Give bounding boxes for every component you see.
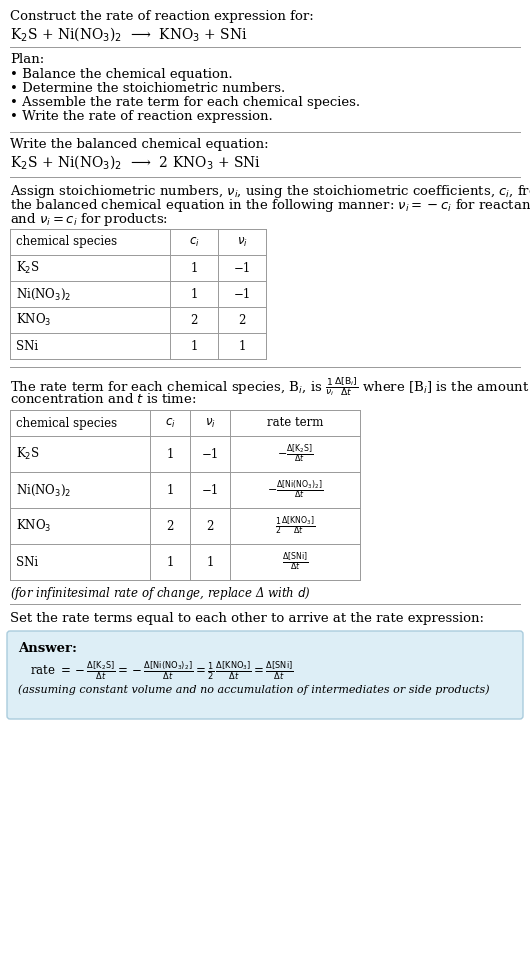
Text: SNi: SNi xyxy=(16,340,38,352)
Text: (assuming constant volume and no accumulation of intermediates or side products): (assuming constant volume and no accumul… xyxy=(18,684,490,695)
Text: • Write the rate of reaction expression.: • Write the rate of reaction expression. xyxy=(10,110,273,123)
Text: 2: 2 xyxy=(190,313,198,327)
Text: Ni(NO$_3$)$_2$: Ni(NO$_3$)$_2$ xyxy=(16,482,72,498)
Text: chemical species: chemical species xyxy=(16,417,117,429)
Text: 1: 1 xyxy=(166,483,174,497)
Text: The rate term for each chemical species, B$_i$, is $\frac{1}{\nu_i}\frac{\Delta[: The rate term for each chemical species,… xyxy=(10,375,529,398)
Text: Assign stoichiometric numbers, $\nu_i$, using the stoichiometric coefficients, $: Assign stoichiometric numbers, $\nu_i$, … xyxy=(10,183,530,200)
Text: (for infinitesimal rate of change, replace Δ with $d$): (for infinitesimal rate of change, repla… xyxy=(10,585,311,602)
Text: $c_i$: $c_i$ xyxy=(189,235,199,249)
Text: Construct the rate of reaction expression for:: Construct the rate of reaction expressio… xyxy=(10,10,314,23)
Text: 1: 1 xyxy=(166,448,174,461)
Text: SNi: SNi xyxy=(16,555,38,568)
Text: Plan:: Plan: xyxy=(10,53,44,66)
Text: chemical species: chemical species xyxy=(16,235,117,249)
Text: Set the rate terms equal to each other to arrive at the rate expression:: Set the rate terms equal to each other t… xyxy=(10,612,484,625)
Text: 1: 1 xyxy=(206,555,214,568)
Text: $-\frac{\Delta[\mathrm{Ni(NO_3)_2}]}{\Delta t}$: $-\frac{\Delta[\mathrm{Ni(NO_3)_2}]}{\De… xyxy=(267,478,323,502)
Text: KNO$_3$: KNO$_3$ xyxy=(16,312,51,328)
Text: • Assemble the rate term for each chemical species.: • Assemble the rate term for each chemic… xyxy=(10,96,360,109)
Text: Ni(NO$_3$)$_2$: Ni(NO$_3$)$_2$ xyxy=(16,286,72,302)
Text: K$_2$S + Ni(NO$_3$)$_2$  ⟶  KNO$_3$ + SNi: K$_2$S + Ni(NO$_3$)$_2$ ⟶ KNO$_3$ + SNi xyxy=(10,25,248,43)
Text: $\nu_i$: $\nu_i$ xyxy=(236,235,248,249)
Text: $c_i$: $c_i$ xyxy=(165,417,175,429)
Text: K$_2$S: K$_2$S xyxy=(16,260,40,276)
Text: concentration and $t$ is time:: concentration and $t$ is time: xyxy=(10,392,197,406)
Text: −1: −1 xyxy=(233,262,251,274)
Text: $\nu_i$: $\nu_i$ xyxy=(205,417,215,429)
Text: 1: 1 xyxy=(166,555,174,568)
Text: rate $= -\frac{\Delta[\mathrm{K_2S}]}{\Delta t} = -\frac{\Delta[\mathrm{Ni(NO_3): rate $= -\frac{\Delta[\mathrm{K_2S}]}{\D… xyxy=(30,660,294,682)
Text: 2: 2 xyxy=(238,313,246,327)
Text: 1: 1 xyxy=(190,340,198,352)
Text: rate term: rate term xyxy=(267,417,323,429)
Text: K$_2$S + Ni(NO$_3$)$_2$  ⟶  2 KNO$_3$ + SNi: K$_2$S + Ni(NO$_3$)$_2$ ⟶ 2 KNO$_3$ + SN… xyxy=(10,153,261,171)
Text: 1: 1 xyxy=(238,340,246,352)
Text: $\frac{1}{2}\frac{\Delta[\mathrm{KNO_3}]}{\Delta t}$: $\frac{1}{2}\frac{\Delta[\mathrm{KNO_3}]… xyxy=(275,514,315,538)
Text: • Determine the stoichiometric numbers.: • Determine the stoichiometric numbers. xyxy=(10,82,285,95)
Text: • Balance the chemical equation.: • Balance the chemical equation. xyxy=(10,68,233,81)
Text: KNO$_3$: KNO$_3$ xyxy=(16,518,51,534)
Text: −1: −1 xyxy=(233,288,251,301)
Text: Write the balanced chemical equation:: Write the balanced chemical equation: xyxy=(10,138,269,151)
Text: K$_2$S: K$_2$S xyxy=(16,446,40,462)
Text: the balanced chemical equation in the following manner: $\nu_i = -c_i$ for react: the balanced chemical equation in the fo… xyxy=(10,197,530,214)
Text: $\frac{\Delta[\mathrm{SNi}]}{\Delta t}$: $\frac{\Delta[\mathrm{SNi}]}{\Delta t}$ xyxy=(282,550,308,574)
Text: 2: 2 xyxy=(206,519,214,533)
FancyBboxPatch shape xyxy=(7,631,523,719)
Text: 1: 1 xyxy=(190,288,198,301)
Text: 2: 2 xyxy=(166,519,174,533)
Text: $-\frac{\Delta[\mathrm{K_2S}]}{\Delta t}$: $-\frac{\Delta[\mathrm{K_2S}]}{\Delta t}… xyxy=(277,442,313,466)
Text: −1: −1 xyxy=(201,448,218,461)
Text: Answer:: Answer: xyxy=(18,642,77,655)
Text: −1: −1 xyxy=(201,483,218,497)
Text: and $\nu_i = c_i$ for products:: and $\nu_i = c_i$ for products: xyxy=(10,211,168,228)
Text: 1: 1 xyxy=(190,262,198,274)
